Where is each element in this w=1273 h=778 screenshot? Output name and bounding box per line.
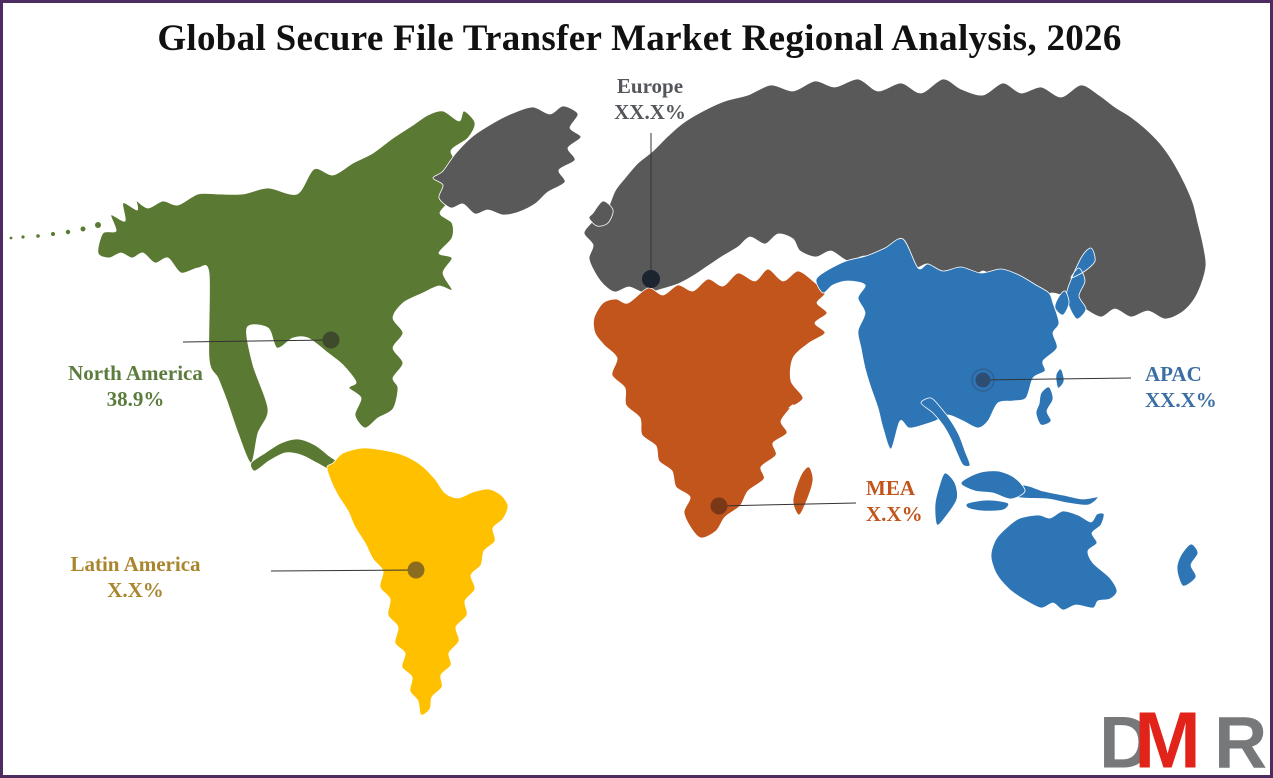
svg-text:R: R xyxy=(1214,701,1267,778)
svg-text:M: M xyxy=(1134,699,1201,778)
